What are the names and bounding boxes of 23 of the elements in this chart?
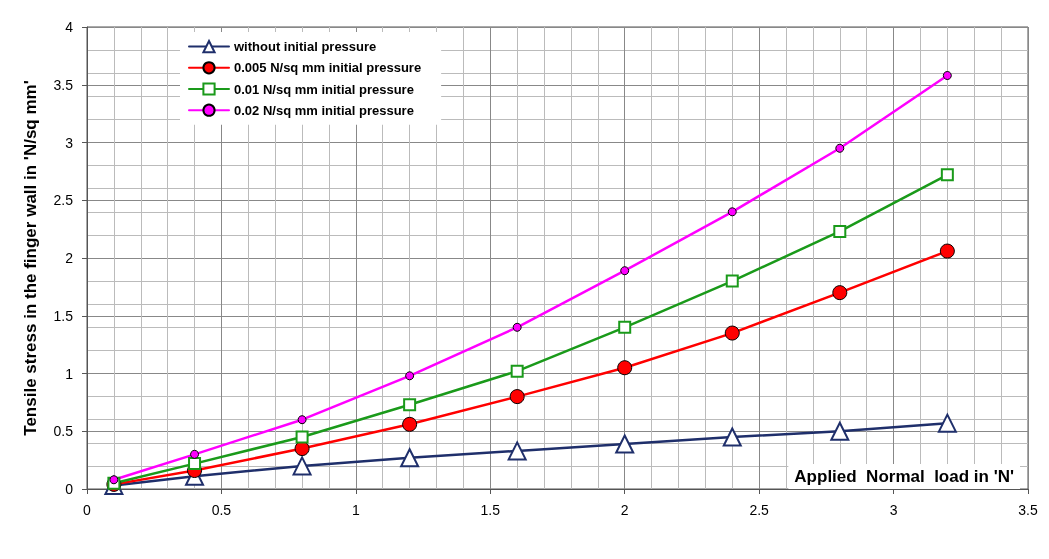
x-tick-label: 3	[889, 502, 898, 518]
legend-label: 0.02 N/sq mm initial pressure	[234, 102, 414, 118]
y-axis-title: Tensile stress in the finger wall in 'N/sq mm'	[21, 80, 41, 436]
legend-label: without initial pressure	[233, 39, 377, 55]
y-tick-label: 3	[65, 134, 74, 151]
y-tick-label: 4	[65, 19, 74, 35]
x-tick-label: 3.5	[1018, 502, 1038, 518]
y-tick-label: 0	[65, 481, 74, 497]
y-tick-label: 2	[65, 250, 74, 266]
legend-label: 0.005 N/sq mm initial pressure	[234, 60, 422, 76]
y-tick-label: 2.5	[53, 192, 74, 209]
x-axis-title: Applied Normal load in 'N'	[794, 467, 1014, 486]
x-tick-label: 1.5	[480, 502, 501, 518]
legend-label: 0.01 N/sq mm initial pressure	[234, 81, 414, 97]
y-tick-label: 1.5	[53, 307, 74, 324]
x-tick-label: 1	[351, 502, 360, 518]
y-tick-label: 0.5	[53, 423, 74, 440]
x-tick-label: 2.5	[749, 502, 770, 518]
x-tick-label: 0.5	[211, 502, 232, 518]
x-tick-label: 2	[620, 502, 629, 518]
x-tick-label: 0	[83, 502, 92, 518]
y-tick-label: 1	[65, 365, 74, 382]
y-tick-label: 3.5	[53, 76, 74, 93]
